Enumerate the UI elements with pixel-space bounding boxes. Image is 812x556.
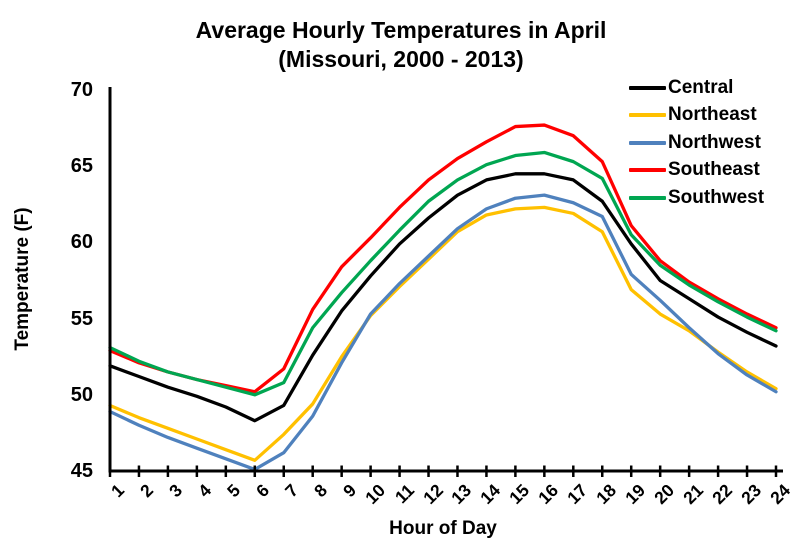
legend-line-swatch xyxy=(629,113,666,118)
legend-item-central: Central xyxy=(629,74,764,102)
legend-line-swatch xyxy=(629,168,666,173)
legend-label: Southeast xyxy=(668,159,760,181)
y-tick-label: 45 xyxy=(70,460,93,482)
legend-label: Southwest xyxy=(668,186,765,208)
legend-line-swatch xyxy=(629,85,666,90)
y-tick-label: 70 xyxy=(70,79,93,101)
series-line-northwest xyxy=(108,193,778,472)
y-tick-label: 60 xyxy=(70,231,93,254)
legend-label: Northwest xyxy=(668,131,761,153)
legend-label: Central xyxy=(668,76,734,98)
y-tick-label: 65 xyxy=(70,155,93,178)
legend-label: Northeast xyxy=(668,104,757,126)
series-line-central xyxy=(108,172,778,423)
legend-line-swatch xyxy=(629,195,666,200)
legend-item-northwest: Northwest xyxy=(629,129,764,157)
x-axis-title: Hour of Day xyxy=(389,518,497,539)
legend-item-southwest: Southwest xyxy=(629,184,764,212)
chart-subtitle: (Missouri, 2000 - 2013) xyxy=(278,46,524,72)
legend: Central Northeast Northwest Southeast So… xyxy=(629,74,764,212)
legend-item-northeast: Northeast xyxy=(629,102,764,130)
legend-item-southeast: Southeast xyxy=(629,157,764,185)
chart-title-block: Average Hourly Temperatures in April (Mi… xyxy=(0,16,802,74)
series-line-northeast xyxy=(108,205,778,462)
legend-line-swatch xyxy=(629,140,666,145)
series-line-southwest xyxy=(108,150,778,397)
y-tick-label: 55 xyxy=(70,307,93,330)
chart-title: Average Hourly Temperatures in April xyxy=(195,17,607,43)
y-tick-label: 50 xyxy=(70,383,93,406)
